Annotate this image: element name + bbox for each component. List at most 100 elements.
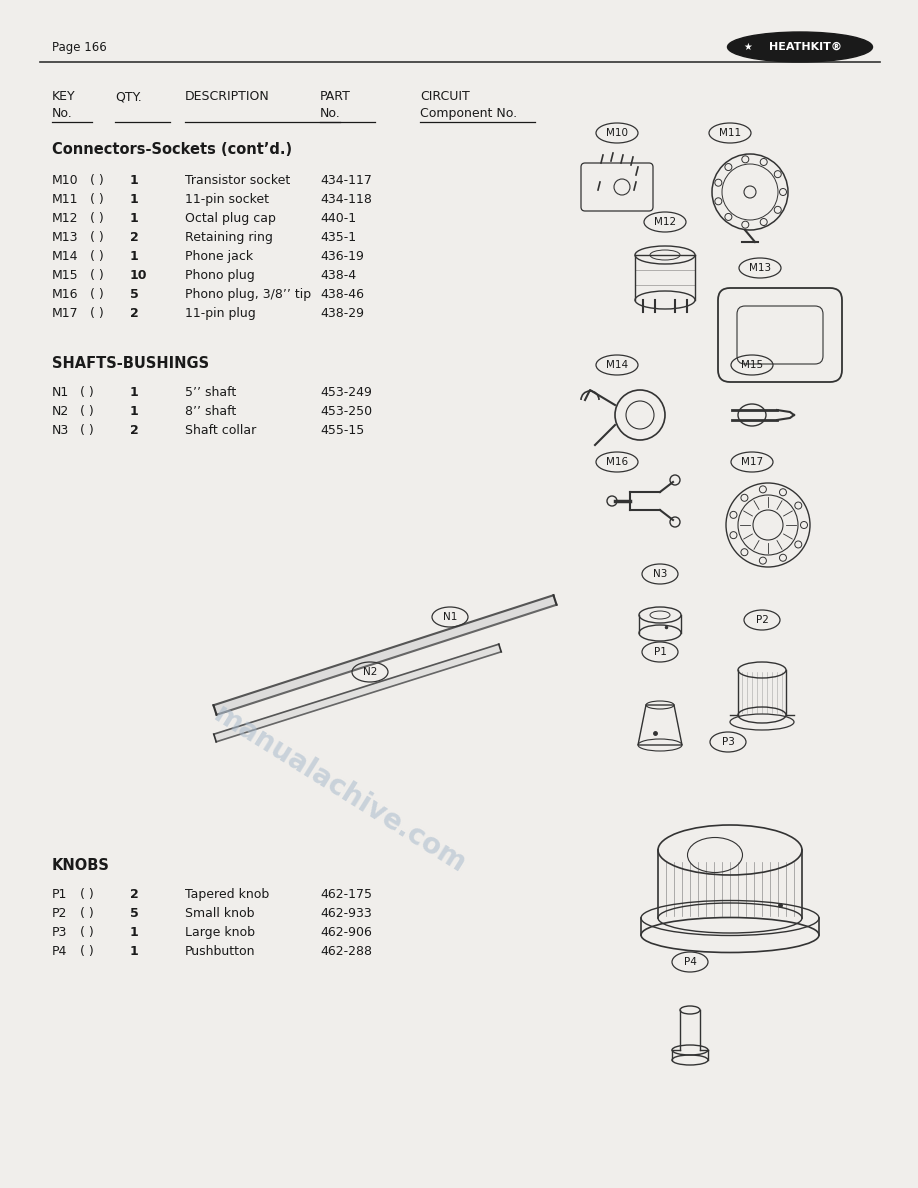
Text: 1: 1: [130, 944, 139, 958]
Text: N2: N2: [363, 666, 377, 677]
Text: 436-19: 436-19: [320, 249, 364, 263]
Text: ( ): ( ): [90, 287, 104, 301]
Text: Phono plug, 3/8’’ tip: Phono plug, 3/8’’ tip: [185, 287, 311, 301]
Text: M10: M10: [52, 173, 79, 187]
Text: Connectors-Sockets (cont’d.): Connectors-Sockets (cont’d.): [52, 143, 292, 157]
Text: QTY.: QTY.: [115, 90, 141, 103]
Text: M11: M11: [52, 192, 79, 206]
Text: ( ): ( ): [80, 906, 94, 920]
Text: 5’’ shaft: 5’’ shaft: [185, 386, 236, 399]
Text: ( ): ( ): [90, 211, 104, 225]
Text: Phone jack: Phone jack: [185, 249, 253, 263]
Text: N2: N2: [52, 405, 69, 418]
Text: ( ): ( ): [80, 424, 94, 437]
Text: 2: 2: [130, 424, 139, 437]
Text: M14: M14: [52, 249, 79, 263]
Text: HEATHKIT®: HEATHKIT®: [768, 42, 842, 52]
Text: P3: P3: [52, 925, 67, 939]
Text: manualachive.com: manualachive.com: [208, 701, 471, 879]
Text: M14: M14: [606, 360, 628, 369]
Text: ★: ★: [744, 42, 753, 52]
Text: ( ): ( ): [90, 192, 104, 206]
Text: P1: P1: [654, 647, 666, 657]
Text: Component No.: Component No.: [420, 107, 517, 120]
Text: M13: M13: [749, 263, 771, 273]
Text: N1: N1: [52, 386, 69, 399]
Text: Transistor socket: Transistor socket: [185, 173, 290, 187]
Text: 434-118: 434-118: [320, 192, 372, 206]
Text: 1: 1: [130, 386, 139, 399]
Text: 2: 2: [130, 230, 139, 244]
Text: 11-pin plug: 11-pin plug: [185, 307, 256, 320]
Text: ( ): ( ): [90, 268, 104, 282]
Text: P4: P4: [52, 944, 67, 958]
Polygon shape: [214, 595, 556, 715]
Text: N3: N3: [653, 569, 667, 579]
Text: 1: 1: [130, 211, 139, 225]
Text: PART: PART: [320, 90, 351, 103]
Text: 1: 1: [130, 405, 139, 418]
Text: M17: M17: [52, 307, 79, 320]
Text: 440-1: 440-1: [320, 211, 356, 225]
Text: Large knob: Large knob: [185, 925, 255, 939]
Text: 2: 2: [130, 887, 139, 901]
Text: Page 166: Page 166: [52, 40, 106, 53]
Text: 11-pin socket: 11-pin socket: [185, 192, 269, 206]
Text: CIRCUIT: CIRCUIT: [420, 90, 470, 103]
Text: P4: P4: [684, 958, 697, 967]
Text: 10: 10: [130, 268, 148, 282]
Text: ( ): ( ): [80, 887, 94, 901]
Text: 1: 1: [130, 925, 139, 939]
Text: P3: P3: [722, 737, 734, 747]
Text: ( ): ( ): [80, 386, 94, 399]
Text: 1: 1: [130, 173, 139, 187]
Polygon shape: [214, 644, 501, 741]
Text: 438-4: 438-4: [320, 268, 356, 282]
Text: 462-933: 462-933: [320, 906, 372, 920]
Text: N3: N3: [52, 424, 69, 437]
Text: 462-906: 462-906: [320, 925, 372, 939]
Text: Pushbutton: Pushbutton: [185, 944, 255, 958]
Text: P2: P2: [52, 906, 67, 920]
Text: M12: M12: [654, 217, 676, 227]
Text: KNOBS: KNOBS: [52, 858, 110, 873]
Text: ( ): ( ): [80, 405, 94, 418]
Text: M13: M13: [52, 230, 79, 244]
Text: 5: 5: [130, 287, 139, 301]
Text: 453-250: 453-250: [320, 405, 372, 418]
Text: 8’’ shaft: 8’’ shaft: [185, 405, 236, 418]
Text: Retaining ring: Retaining ring: [185, 230, 273, 244]
Text: M15: M15: [52, 268, 79, 282]
Text: M15: M15: [741, 360, 763, 369]
Text: ( ): ( ): [90, 307, 104, 320]
Text: ( ): ( ): [90, 173, 104, 187]
Text: 5: 5: [130, 906, 139, 920]
Text: N1: N1: [442, 612, 457, 623]
Text: M12: M12: [52, 211, 79, 225]
Text: ( ): ( ): [80, 925, 94, 939]
Text: 435-1: 435-1: [320, 230, 356, 244]
Text: 434-117: 434-117: [320, 173, 372, 187]
Text: 1: 1: [130, 192, 139, 206]
Text: M10: M10: [606, 128, 628, 138]
Text: No.: No.: [320, 107, 341, 120]
Text: DESCRIPTION: DESCRIPTION: [185, 90, 270, 103]
Text: Shaft collar: Shaft collar: [185, 424, 256, 437]
Text: M16: M16: [52, 287, 79, 301]
Text: 438-29: 438-29: [320, 307, 364, 320]
Text: KEY: KEY: [52, 90, 75, 103]
Text: ( ): ( ): [90, 249, 104, 263]
Text: M11: M11: [719, 128, 741, 138]
Text: 462-175: 462-175: [320, 887, 372, 901]
Ellipse shape: [727, 32, 872, 62]
Text: 438-46: 438-46: [320, 287, 364, 301]
Text: Octal plug cap: Octal plug cap: [185, 211, 276, 225]
Text: Tapered knob: Tapered knob: [185, 887, 269, 901]
Text: No.: No.: [52, 107, 73, 120]
Text: M16: M16: [606, 457, 628, 467]
Text: 453-249: 453-249: [320, 386, 372, 399]
Text: ( ): ( ): [90, 230, 104, 244]
Text: Small knob: Small knob: [185, 906, 254, 920]
Text: SHAFTS-BUSHINGS: SHAFTS-BUSHINGS: [52, 356, 209, 371]
Text: 455-15: 455-15: [320, 424, 364, 437]
